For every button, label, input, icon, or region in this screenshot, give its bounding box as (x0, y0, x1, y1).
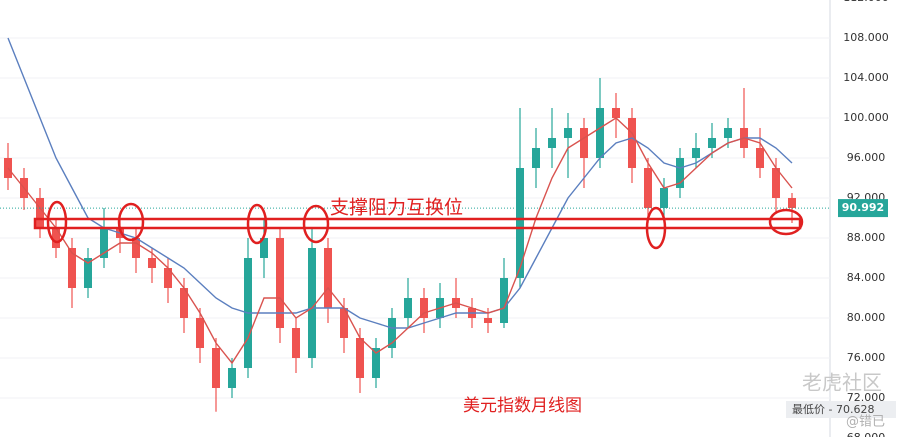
y-tick-label: 112.000 (843, 0, 889, 4)
moving-average (7, 37, 793, 329)
candle-body (164, 268, 172, 288)
candle-body (228, 368, 236, 388)
support-band (33, 217, 802, 230)
y-tick-label: 96.000 (847, 151, 886, 164)
candle-body (308, 248, 316, 358)
candle-body (676, 158, 684, 188)
candle-body (52, 228, 60, 248)
candle-body (180, 288, 188, 318)
candle-body (388, 318, 396, 348)
candle-body (420, 298, 428, 318)
candle-body (84, 258, 92, 288)
candle-body (260, 238, 268, 258)
candle-body (356, 338, 364, 378)
moving-average (7, 117, 793, 365)
y-tick-label: 68.000 (847, 431, 886, 437)
candle-body (292, 328, 300, 358)
last-price-label: 90.992 (842, 201, 884, 214)
candle-body (324, 248, 332, 308)
y-tick-label: 84.000 (847, 271, 886, 284)
watermark: 老虎社区 (802, 371, 882, 395)
candle-body (596, 108, 604, 158)
candle-body (404, 298, 412, 318)
low-label: 最低价 - 70.628 (792, 403, 874, 416)
candle-body (276, 238, 284, 328)
y-tick-label: 100.000 (843, 111, 889, 124)
highlight-circles (46, 200, 804, 250)
candle-body (708, 138, 716, 148)
y-tick-label: 104.000 (843, 71, 889, 84)
candle-body (612, 108, 620, 118)
candle-body (644, 168, 652, 208)
y-tick-label: 76.000 (847, 351, 886, 364)
candle-body (484, 318, 492, 323)
y-tick-label: 72.000 (847, 391, 886, 404)
last-price-tag (838, 199, 888, 218)
y-tick-label: 88.000 (847, 231, 886, 244)
candle-body (772, 168, 780, 198)
candle-body (628, 118, 636, 168)
y-tick-label: 80.000 (847, 311, 886, 324)
candle-body (660, 188, 668, 208)
caption: 美元指数月线图 (463, 396, 582, 416)
author: @错已 (846, 415, 885, 430)
candle-body (196, 318, 204, 348)
y-tick-label: 108.000 (843, 31, 889, 44)
candle-body (756, 148, 764, 168)
candle-body (564, 128, 572, 138)
candle-body (788, 198, 796, 208)
candle-body (68, 248, 76, 288)
candle-body (516, 168, 524, 278)
candle-body (36, 198, 44, 228)
candle-body (212, 348, 220, 388)
candle-body (692, 148, 700, 158)
candle-body (500, 278, 508, 323)
annotation: 支撑阻力互换位 (330, 197, 463, 219)
candle-body (100, 228, 108, 258)
candle-body (132, 238, 140, 258)
candle-body (148, 258, 156, 268)
candle-body (724, 128, 732, 138)
candle-body (580, 128, 588, 158)
candle-body (372, 348, 380, 378)
candle-body (340, 308, 348, 338)
candle-body (532, 148, 540, 168)
candle-body (548, 138, 556, 148)
low-label-box (786, 401, 896, 418)
